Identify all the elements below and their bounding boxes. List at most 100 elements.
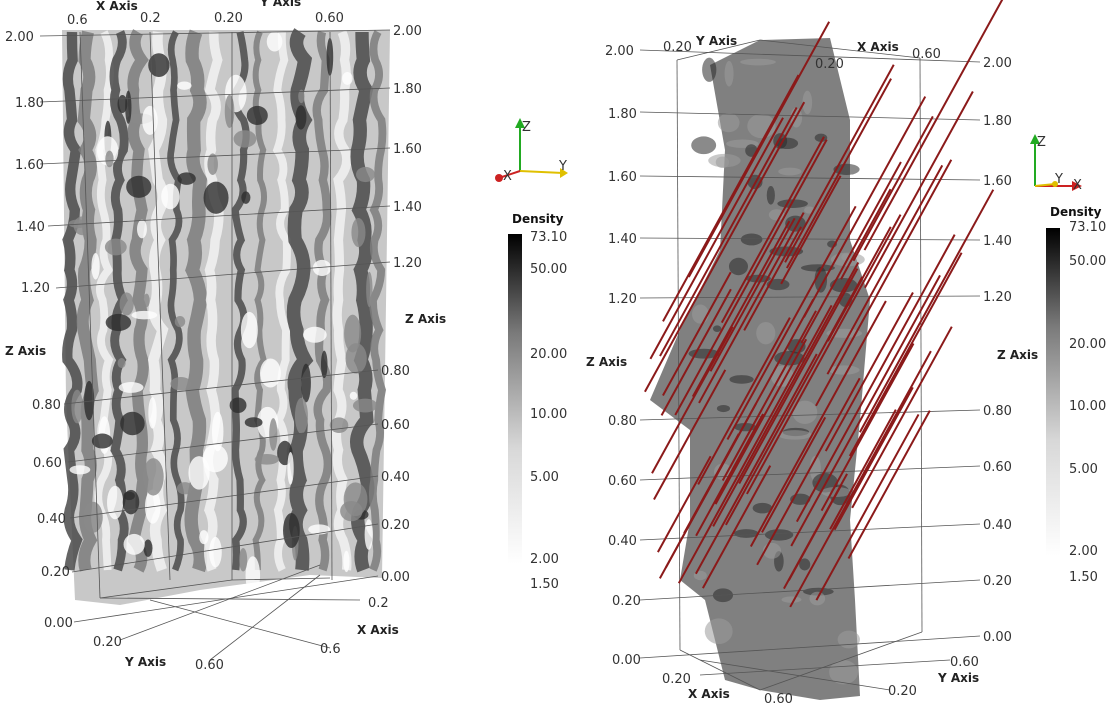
density-blob [68,219,89,229]
left-z-tick-2.00: 2.00 [5,30,34,45]
left-z-tick-right-0.60: 0.60 [381,418,410,433]
streamline [803,96,927,318]
streamline [789,350,932,608]
density-blob [120,411,145,436]
density-blob [343,482,368,517]
right-orientation-widget[interactable]: Z Y X [1030,134,1082,193]
density-blob [126,175,152,198]
left-volume-view[interactable]: 2.00 1.80 1.60 1.40 1.20 0.80 0.60 0.40 … [5,0,446,673]
left-density-blobs [68,31,378,595]
density-blob [752,502,773,514]
streamline [720,136,825,324]
streamline [864,90,974,289]
streamline [783,473,848,590]
left-z-tick-right-1.40: 1.40 [393,200,422,215]
right-orient-y-arrow [1034,183,1056,187]
left-z-tick-right-1.60: 1.60 [393,142,422,157]
density-blob [814,133,828,142]
left-z-tick-right-0.20: 0.20 [381,518,410,533]
density-blob [170,377,192,391]
left-z-axis-title: Z Axis [5,344,46,358]
right-z-tick-right-0.80: 0.80 [983,404,1012,419]
streamline [702,465,772,589]
left-z-tick-0.00: 0.00 [44,616,73,631]
density-blob [105,313,132,332]
left-bottom-x-tick-0: 0.2 [368,596,389,611]
density-blob [691,136,717,155]
density-blob [294,397,308,434]
density-blob [211,411,224,452]
right-bottom-x-tick-0: 0.20 [662,672,691,687]
left-orient-x-head [495,174,503,182]
right-colorbar-ramp [1046,228,1060,556]
left-bottom-y-tick-1: 0.60 [195,658,224,673]
left-orientation-widget[interactable]: Z Y X [495,118,568,184]
density-blob [716,404,731,413]
left-top-tick-1: 0.2 [140,11,161,26]
density-blob [69,465,91,475]
right-z-tick-right-1.60: 1.60 [983,174,1012,189]
density-blob [729,375,754,384]
density-blob [302,326,327,343]
density-blob [254,453,280,465]
density-streak [272,31,291,572]
density-streak [331,30,352,571]
streamline [644,101,806,393]
density-blob [202,444,228,473]
left-bottom-x-tick-1: 0.6 [320,642,341,657]
streamline [664,403,757,569]
left-colorbar-tick-2: 20.00 [530,347,567,362]
streamline [815,413,920,601]
left-orient-z-head [515,118,525,128]
left-z-tick-right-0.80: 0.80 [381,364,410,379]
streamline [833,386,914,531]
left-top-tick-3: 0.60 [315,11,344,26]
density-blob [740,233,763,246]
density-streak [368,30,387,572]
right-z-tick-right-0.60: 0.60 [983,460,1012,475]
density-blob [176,482,193,495]
density-blob [142,458,164,496]
streamline [851,326,953,509]
left-x-axis-title-top: X Axis [96,0,138,13]
right-colorbar-tick-4: 5.00 [1069,462,1098,477]
density-streak [203,31,224,572]
streamline [712,262,860,527]
streamline [695,353,818,575]
right-z-tick-0.00: 0.00 [612,653,641,668]
streamline [674,139,828,416]
density-blob [283,513,300,549]
streamline [695,413,764,537]
left-z-tick-right-1.80: 1.80 [393,82,422,97]
density-blob [131,310,158,320]
density-blob [287,451,294,485]
density-blob [728,257,748,276]
left-colorbar: Density 73.10 50.00 20.00 10.00 5.00 2.0… [508,212,567,592]
left-colorbar-tick-6: 1.50 [530,577,559,592]
streamline [662,74,800,322]
right-z-tick-right-1.80: 1.80 [983,114,1012,129]
density-blob [161,183,180,210]
right-bottom-y-tick-0: 0.60 [950,655,979,670]
right-z-tick-right-1.20: 1.20 [983,290,1012,305]
density-blob [766,185,775,205]
left-y-axis-title: Y Axis [124,655,166,669]
density-blob [143,293,150,308]
density-blob [837,630,860,649]
density-blob [259,358,281,388]
density-blob [344,314,362,353]
right-z-axis-title: Z Axis [586,355,627,369]
streamline [800,161,902,344]
right-z-tick-lines [639,49,981,659]
left-z-tick-right-0.40: 0.40 [381,470,410,485]
streamline [721,310,817,481]
density-blob [148,397,157,429]
right-volume-view[interactable]: 2.00 1.80 1.60 1.40 1.20 0.80 0.60 0.40 … [586,0,1038,707]
density-blob [800,264,835,272]
right-orient-x-label: X [1073,178,1082,193]
right-top-tick-0: 0.20 [663,40,692,55]
right-colorbar-tick-1: 50.00 [1069,254,1106,269]
density-blob [734,529,759,538]
right-x-axis-title-top: X Axis [857,40,899,54]
